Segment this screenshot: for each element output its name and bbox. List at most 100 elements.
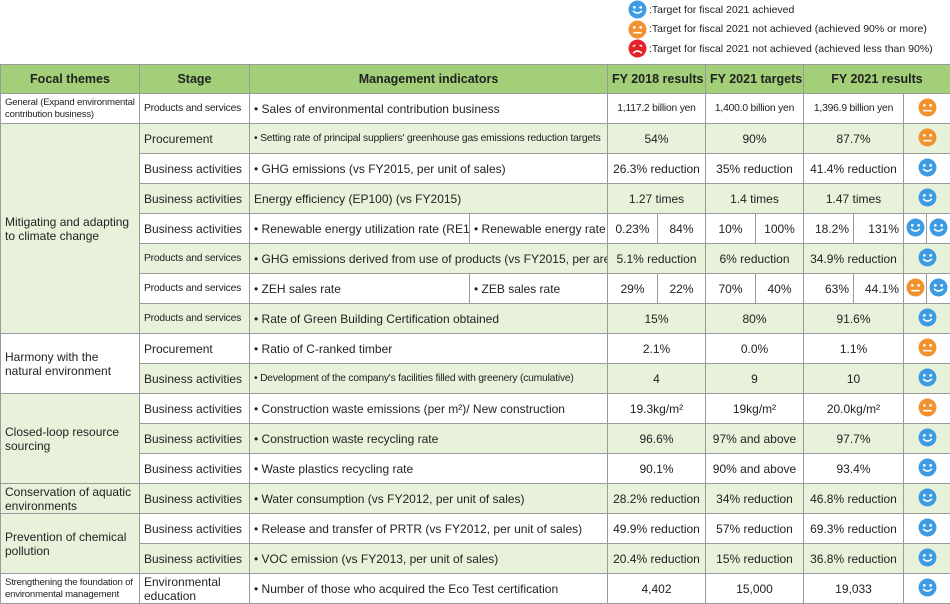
legend-label: Target for fiscal 2021 achieved (651, 3, 795, 16)
focal-theme: Conservation of aquatic environments (0, 483, 140, 514)
status-cell (903, 543, 950, 574)
value: 5.1% reduction (607, 243, 706, 274)
value: 0.0% (705, 333, 804, 364)
status-cell (903, 243, 950, 274)
value: 97% and above (705, 423, 804, 454)
value: 6% reduction (705, 243, 804, 274)
status-icon (917, 127, 937, 147)
status-icon (628, 0, 647, 20)
value: 9 (705, 363, 804, 394)
status-icon (928, 217, 949, 237)
indicator: • Rate of Green Building Certification o… (249, 303, 608, 334)
value: 4 (607, 363, 706, 394)
result: 44.1% (853, 273, 904, 304)
focal-theme: Closed-loop resource sourcing (0, 393, 140, 484)
status-cell (903, 393, 950, 424)
result: 18.2% (803, 213, 854, 244)
result: 41.4% reduction (803, 153, 904, 184)
indicator: • GHG emissions (vs FY2015, per unit of … (249, 153, 608, 184)
status-icon (917, 397, 937, 417)
value: 1,117.2 billion yen (607, 93, 706, 124)
result: 1.1% (803, 333, 904, 364)
indicator: • ZEB sales rate (469, 273, 608, 304)
indicator: • Setting rate of principal suppliers' g… (249, 123, 608, 154)
status-cell (903, 333, 950, 364)
status-icon (917, 97, 937, 117)
table-row: Products and services • Rate of Green Bui… (1, 303, 950, 334)
indicator: • Water consumption (vs FY2012, per unit… (249, 483, 608, 514)
stage: Business activities (139, 183, 250, 214)
column-header: Management indicators (249, 64, 608, 94)
status-cell (903, 423, 950, 454)
value: 1.4 times (705, 183, 804, 214)
legend-label: Target for fiscal 2021 not achieved (ach… (651, 23, 927, 36)
focal-theme: Mitigating and adapting to climate chang… (0, 123, 140, 334)
status-cell (903, 123, 950, 154)
result: 10 (803, 363, 904, 394)
indicator: • Renewable energy utilization rate (RE1… (249, 213, 470, 244)
value: 90% (705, 123, 804, 154)
stage: Business activities (139, 543, 250, 574)
result: 34.9% reduction (803, 243, 904, 274)
status-cell (903, 303, 950, 334)
value: 57% reduction (705, 513, 804, 544)
table-row: Business activities Energy efficiency (EP… (1, 183, 950, 214)
status-icon (917, 517, 937, 537)
status-cell (903, 183, 950, 214)
status-cell (903, 93, 950, 124)
result: 91.6% (803, 303, 904, 334)
value: 90% and above (705, 453, 804, 484)
focal-theme: Harmony with the natural environment (0, 333, 140, 394)
result: 1.47 times (803, 183, 904, 214)
indicator: • Development of the company's facilitie… (249, 363, 608, 394)
status-icon (905, 277, 925, 297)
value: 1.27 times (607, 183, 706, 214)
value: 34% reduction (705, 483, 804, 514)
value: 4,402 (607, 573, 706, 604)
value: 49.9% reduction (607, 513, 706, 544)
table-row: Business activities • GHG emissions (vs F… (1, 153, 950, 184)
value: 80% (705, 303, 804, 334)
status-cell (903, 363, 950, 394)
status-icon (917, 457, 937, 477)
status-cell (903, 483, 950, 514)
column-header: Stage (139, 64, 250, 94)
status-cell (926, 213, 950, 244)
status-cell (903, 273, 927, 304)
column-header: FY 2021 results (803, 64, 950, 94)
stage: Procurement (139, 123, 250, 154)
status-cell (903, 453, 950, 484)
value: 15,000 (705, 573, 804, 604)
table-row: Products and services • ZEH sales rate • Z… (1, 273, 950, 304)
value: 19kg/m² (705, 393, 804, 424)
result: 69.3% reduction (803, 513, 904, 544)
value: 19.3kg/m² (607, 393, 706, 424)
legend: : Target for fiscal 2021 achieved: Targe… (628, 0, 950, 59)
value: 15% reduction (705, 543, 804, 574)
indicator: • Construction waste emissions (per m²)/… (249, 393, 608, 424)
value: 54% (607, 123, 706, 154)
focal-theme: General (Expand environmental contributi… (0, 93, 140, 124)
result: 46.8% reduction (803, 483, 904, 514)
table-row: Strengthening the foundation of environm… (0, 573, 950, 604)
status-cell (903, 573, 950, 604)
indicator: • ZEH sales rate (249, 273, 470, 304)
value: 20.4% reduction (607, 543, 706, 574)
status-icon (917, 367, 937, 387)
table-row: Prevention of chemical pollution Business… (0, 513, 950, 574)
status-icon (917, 487, 937, 507)
value: 90.1% (607, 453, 706, 484)
status-icon (917, 337, 937, 357)
focal-theme: Strengthening the foundation of environm… (0, 573, 140, 604)
value: 10% (705, 213, 756, 244)
column-header: FY 2021 targets (705, 64, 804, 94)
stage: Products and services (139, 273, 250, 304)
table-row: Products and services • GHG emissions der… (1, 243, 950, 274)
result: 97.7% (803, 423, 904, 454)
stage: Business activities (139, 393, 250, 424)
indicator: • Release and transfer of PRTR (vs FY201… (249, 513, 608, 544)
table-row: Conservation of aquatic environments Busi… (0, 483, 950, 514)
status-icon (917, 247, 937, 267)
stage: Business activities (139, 453, 250, 484)
